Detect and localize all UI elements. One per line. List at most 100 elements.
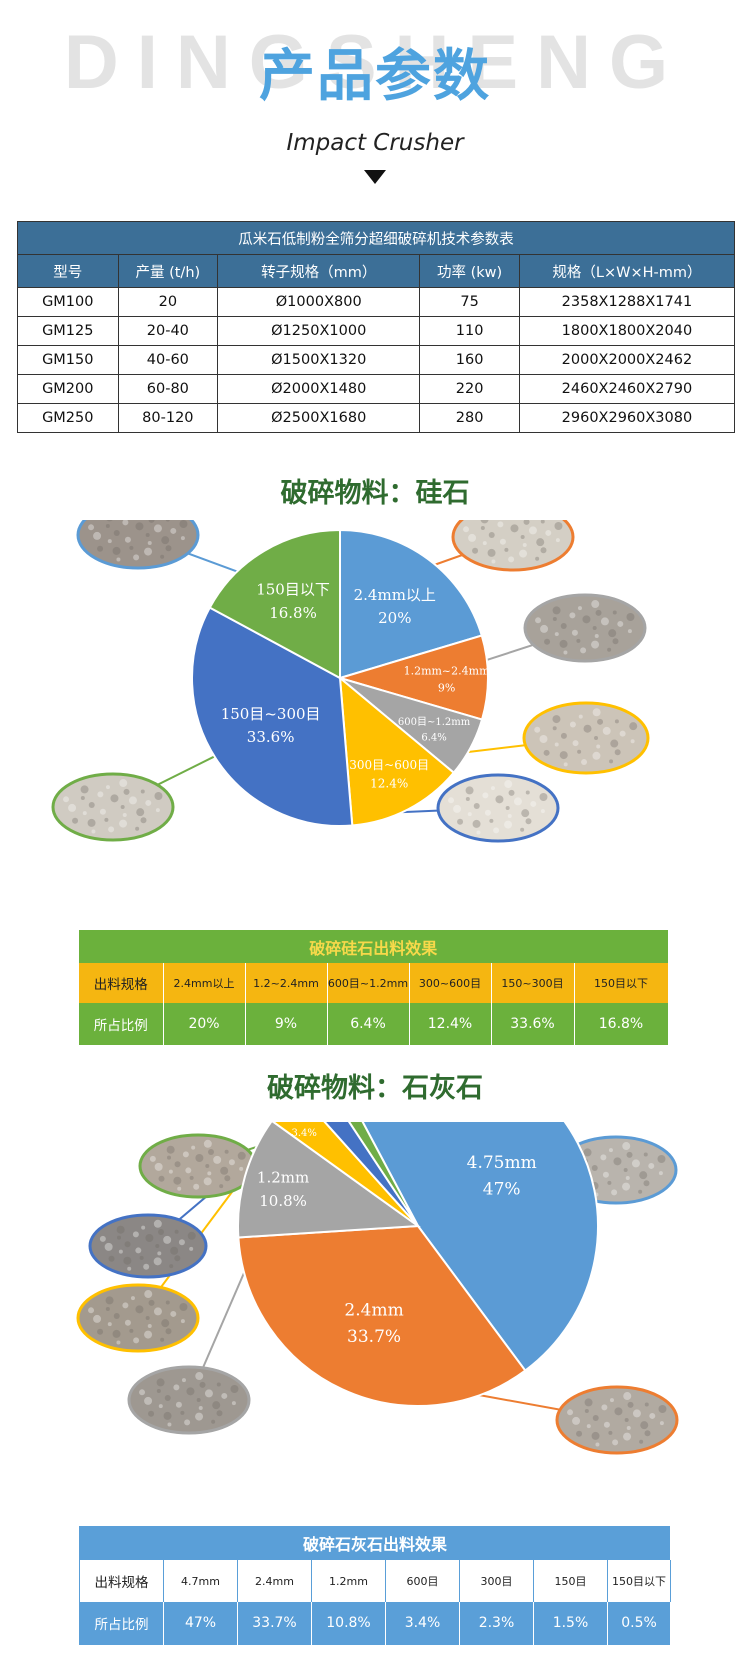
thumbnail-speckle	[212, 1401, 221, 1410]
thumbnail-speckle	[186, 1387, 195, 1396]
thumbnail-speckle	[231, 1401, 236, 1406]
thumbnail-speckle	[213, 1155, 222, 1164]
thumbnail-speckle	[184, 1419, 191, 1426]
thumbnail-speckle	[572, 1416, 581, 1425]
slice-value-label: 12.4%	[370, 777, 408, 791]
thumbnail-speckle	[128, 796, 137, 805]
thumbnail-speckle	[563, 762, 568, 767]
thumbnail-speckle	[91, 829, 96, 834]
table-cell: 2358X1288X1741	[518, 287, 736, 317]
table-cell: 150目	[533, 1560, 608, 1602]
table-cell: 600目	[385, 1560, 460, 1602]
thumbnail-speckle	[228, 1159, 235, 1166]
row-label: 所占比例	[79, 1003, 164, 1045]
thumbnail-speckle	[165, 1300, 170, 1305]
table-cell: 12.4%	[409, 1003, 492, 1045]
table-cell: GM200	[17, 374, 119, 404]
thumbnail-speckle	[608, 1148, 613, 1153]
thumbnail-speckle	[614, 719, 619, 724]
thumbnail-speckle	[609, 1398, 614, 1403]
thumbnail-speckle	[153, 524, 162, 533]
thumbnail-speckle	[480, 525, 485, 530]
thumbnail-speckle	[484, 809, 491, 816]
slice-value-label: 10.8%	[259, 1192, 307, 1210]
thumbnail-speckle	[603, 1421, 610, 1428]
thumbnail-speckle	[522, 542, 527, 547]
table-cell: 1.2~2.4mm	[245, 963, 328, 1003]
slice-label: 1.2mm	[257, 1169, 309, 1187]
thumbnail-speckle	[72, 817, 79, 824]
thumbnail-speckle	[170, 1310, 177, 1317]
column-header: 功率 (kw)	[419, 254, 520, 288]
thumbnail-speckle	[644, 1402, 649, 1407]
thumbnail-speckle	[584, 1398, 593, 1407]
thumbnail-speckle	[504, 780, 513, 789]
thumbnail-speckle	[147, 1323, 152, 1328]
thumbnail-speckle	[167, 1422, 172, 1427]
silica-result-caption: 破碎硅石出料效果	[79, 930, 669, 963]
thumbnail-speckle	[181, 1378, 186, 1383]
pie-slice	[348, 1122, 419, 1227]
thumbnail-speckle	[626, 612, 635, 621]
table-row: 出料规格 4.7mm 2.4mm 1.2mm 600目 300目 150目 15…	[79, 1560, 672, 1602]
thumbnail-speckle	[504, 547, 509, 552]
table-cell: 300~600目	[409, 963, 492, 1003]
thumbnail-speckle	[612, 610, 617, 615]
thumbnail-speckle	[195, 1412, 204, 1421]
thumbnail-speckle	[594, 633, 599, 638]
thumbnail-speckle	[154, 791, 163, 800]
thumbnail-speckle	[552, 715, 561, 724]
thumbnail-speckle	[116, 1225, 125, 1234]
thumbnail-speckle	[167, 1155, 172, 1160]
thumbnail-speckle	[612, 1439, 619, 1446]
slice-value-label: 33.6%	[247, 728, 295, 746]
thumbnail-speckle	[658, 1171, 663, 1176]
thumbnail-speckle	[583, 1148, 592, 1157]
thumbnail-speckle	[467, 812, 472, 817]
thumbnail-speckle	[554, 521, 563, 530]
thumbnail-speckle	[528, 526, 537, 535]
thumbnail-speckle	[130, 1296, 135, 1301]
table-cell: GM150	[17, 345, 119, 375]
thumbnail-speckle	[535, 617, 542, 624]
thumbnail-speckle	[540, 520, 545, 524]
thumbnail-speckle	[189, 1246, 194, 1251]
thumbnail-speckle	[519, 549, 528, 558]
table-cell: 40-60	[117, 345, 219, 375]
table-cell: Ø2000X1480	[217, 374, 421, 404]
silica-pie-chart: 2.4mm以上 20% 1.2mm~2.4mm 9% 600目~1.2mm 6.4% 300…	[51, 520, 650, 843]
thumbnail-speckle	[626, 1425, 631, 1430]
table-cell: 0.5%	[607, 1602, 672, 1645]
thumbnail-speckle	[476, 830, 481, 835]
thumbnail-speckle	[135, 1305, 144, 1314]
thumbnail-speckle	[82, 811, 87, 816]
slice-value-label: 16.8%	[269, 604, 317, 622]
thumbnail-speckle	[578, 714, 583, 719]
thumbnail-speckle	[545, 529, 552, 536]
thumbnail-speckle	[624, 1418, 629, 1422]
thumbnail-speckle	[153, 1219, 162, 1228]
table-cell: 2.4mm	[237, 1560, 312, 1602]
silica-result-table: 破碎硅石出料效果 出料规格 2.4mm以上 1.2~2.4mm 600目~1.2…	[79, 930, 669, 1045]
thumbnail-speckle	[554, 742, 559, 747]
thumbnail-speckle	[124, 1319, 131, 1326]
thumbnail-speckle	[457, 818, 464, 825]
thumbnail-speckle	[97, 545, 104, 552]
thumbnail-speckle	[582, 615, 591, 624]
thumbnail-speckle	[155, 1244, 160, 1248]
thumbnail-speckle	[124, 1241, 131, 1248]
thumbnail-speckle	[180, 536, 185, 541]
thumbnail-speckle	[534, 726, 541, 733]
thumbnail-speckle	[177, 1186, 182, 1191]
thumbnail-speckle	[179, 1302, 188, 1311]
thumbnail-speckle	[145, 1316, 150, 1320]
thumbnail-speckle	[191, 1145, 196, 1150]
slice-value-label: 3.4%	[291, 1128, 316, 1139]
thumbnail-speckle	[525, 790, 530, 795]
thumbnail-speckle	[112, 1329, 121, 1338]
thumbnail-speckle	[513, 797, 522, 806]
thumbnail-speckle	[88, 524, 95, 531]
material-thumbnail	[451, 520, 575, 572]
thumbnail-speckle	[576, 1430, 583, 1437]
thumbnail-speckle	[141, 1225, 146, 1230]
